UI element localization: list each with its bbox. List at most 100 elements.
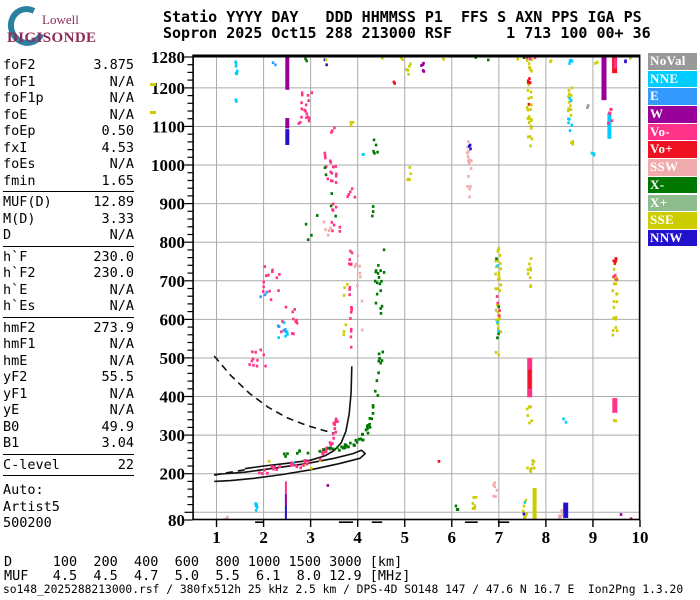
muf-row: MUF 4.5 4.5 4.7 5.0 5.5 6.1 8.0 12.9 [MH…: [4, 568, 411, 584]
svg-text:400: 400: [160, 388, 186, 407]
param-row-md: M(D) 3.33: [3, 211, 134, 228]
param-row-fmin: fmin 1.65: [3, 173, 134, 190]
distance-row: D 100 200 400 600 800 1000 1500 3000 [km…: [4, 554, 403, 570]
param-row-hmf2: hmF2 273.9: [3, 320, 134, 337]
param-value: N/A: [109, 402, 134, 418]
svg-text:1280: 1280: [151, 48, 185, 67]
svg-text:4: 4: [353, 528, 362, 547]
svg-text:1000: 1000: [151, 156, 185, 175]
param-row-fof1: foF1 N/A: [3, 74, 134, 91]
param-value: 3.33: [101, 210, 134, 227]
logo-lowell-text: Lowell: [42, 12, 79, 27]
param-value: 55.5: [101, 369, 134, 385]
param-name: C-level: [3, 456, 60, 473]
param-name: h`F: [3, 248, 28, 265]
legend-item-noval: NoVal: [648, 53, 697, 70]
legend-item-vo: Vo+: [648, 141, 697, 159]
param-row-b1: B1 3.04: [3, 435, 134, 452]
svg-text:800: 800: [160, 233, 186, 252]
legend-item-e: E: [648, 88, 697, 105]
param-name: MUF(D): [3, 194, 52, 210]
param-row-hf2: h`F2 230.0: [3, 265, 134, 282]
param-row-yf1: yF1 N/A: [3, 386, 134, 403]
svg-text:3: 3: [306, 528, 315, 547]
param-name: hmF1: [3, 336, 36, 352]
param-row-hes: h`Es N/A: [3, 298, 134, 315]
param-value: 3.04: [101, 435, 134, 451]
separator-line: [3, 475, 134, 476]
param-row-b0: B0 49.9: [3, 419, 134, 436]
svg-text:1: 1: [212, 528, 221, 547]
param-name: M(D): [3, 210, 36, 227]
echo-status-legend: NoVal NNE E W Vo- Vo+ SSW X- X+ SSE NNW: [648, 53, 697, 248]
param-name: foEs: [3, 156, 36, 172]
param-value: N/A: [109, 106, 134, 123]
svg-text:10: 10: [631, 528, 648, 547]
param-value: N/A: [109, 298, 134, 314]
svg-text:200: 200: [160, 465, 186, 484]
logo-digisonde-text: DIGISONDE: [7, 30, 97, 46]
svg-text:6: 6: [448, 528, 457, 547]
param-row-yf2: yF2 55.5: [3, 369, 134, 386]
digisonde-logo: Lowell DIGISONDE: [2, 1, 116, 51]
param-name: D: [3, 227, 12, 243]
param-value: 49.9: [101, 418, 134, 435]
param-row-mufd: MUF(D) 12.89: [3, 194, 134, 211]
scaled-parameters-panel: foF2 3.875 foF1 N/A foF1p N/A foE N/A foEp 0.50 fx…: [3, 57, 134, 478]
param-value: N/A: [109, 281, 134, 298]
svg-text:5: 5: [400, 528, 409, 547]
param-name: B1: [3, 435, 20, 451]
param-value: 12.89: [93, 194, 134, 210]
param-value: 273.9: [93, 319, 134, 336]
param-value: N/A: [109, 156, 134, 172]
param-value: N/A: [109, 73, 134, 90]
param-value: 1.65: [101, 172, 134, 189]
auto-code: 500200: [3, 515, 52, 531]
param-row-hme: hmE N/A: [3, 353, 134, 370]
param-row-hmf1: hmF1 N/A: [3, 336, 134, 353]
file-info-footer: so148_2025288213000.rsf / 380fx512h 25 k…: [3, 583, 684, 596]
param-row-clevel: C-level 22: [3, 457, 134, 474]
param-value: N/A: [109, 90, 134, 106]
param-row-fof2: foF2 3.875: [3, 57, 134, 74]
param-name: h`Es: [3, 298, 36, 314]
param-name: foF1p: [3, 90, 44, 106]
auto-program: Artist5: [3, 498, 60, 515]
legend-item-x: X-: [648, 176, 697, 194]
param-name: foF1: [3, 73, 36, 90]
param-value: 230.0: [93, 265, 134, 281]
svg-text:1200: 1200: [151, 79, 185, 98]
svg-text:8: 8: [542, 528, 551, 547]
auto-scaler-block: Auto: Artist5 500200: [3, 482, 60, 532]
param-value: N/A: [109, 352, 134, 369]
legend-item-w: W: [648, 106, 697, 123]
header-field-values: Sopron 2025 Oct15 288 213000 RSF 1 713 1…: [163, 24, 651, 42]
param-name: fmin: [3, 172, 36, 189]
param-row-hf: h`F 230.0: [3, 249, 134, 266]
param-name: yF2: [3, 369, 28, 385]
param-row-ye: yE N/A: [3, 402, 134, 419]
svg-text:900: 900: [160, 195, 186, 214]
param-value: 230.0: [93, 248, 134, 265]
legend-item-nne: NNE: [648, 70, 697, 88]
legend-item-x: X+: [648, 194, 697, 212]
header-field-names: Statio YYYY DAY DDD HHMMSS P1 FFS S AXN …: [163, 8, 642, 26]
param-row-he: h`E N/A: [3, 282, 134, 299]
param-value: 4.53: [101, 139, 134, 156]
param-name: B0: [3, 418, 20, 435]
param-name: foEp: [3, 123, 36, 139]
param-row-fof1p: foF1p N/A: [3, 90, 134, 107]
param-name: yE: [3, 402, 20, 418]
param-value: 3.875: [93, 57, 134, 73]
svg-text:7: 7: [495, 528, 504, 547]
svg-text:1100: 1100: [152, 117, 185, 136]
legend-item-nnw: NNW: [648, 229, 697, 247]
param-row-foes: foEs N/A: [3, 156, 134, 173]
svg-text:80: 80: [168, 511, 185, 530]
svg-text:300: 300: [160, 426, 186, 445]
legend-item-vo: Vo-: [648, 123, 697, 141]
separator-line: [3, 316, 134, 318]
separator-line: [3, 245, 134, 247]
